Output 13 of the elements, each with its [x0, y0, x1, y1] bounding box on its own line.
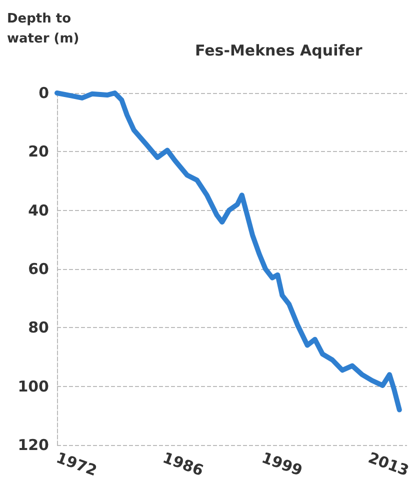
x-tick-label: 1972 [54, 448, 100, 480]
y-tick-label: 100 [18, 377, 49, 396]
y-tick-label: 80 [28, 318, 49, 337]
x-tick-label: 2013 [366, 448, 412, 480]
y-axis-title: Depth to water (m) [7, 12, 80, 46]
y-tick-label: 60 [28, 260, 49, 278]
y-tick-label: 40 [28, 201, 49, 220]
y-tick-label: 120 [18, 436, 49, 454]
x-tick-label: 1986 [160, 448, 206, 480]
chart-title: Fes-Meknes Aquifer [195, 42, 363, 60]
y-tick-label: 20 [28, 142, 49, 161]
y-tick-label: 0 [38, 84, 49, 102]
x-tick-label: 1999 [259, 448, 305, 480]
